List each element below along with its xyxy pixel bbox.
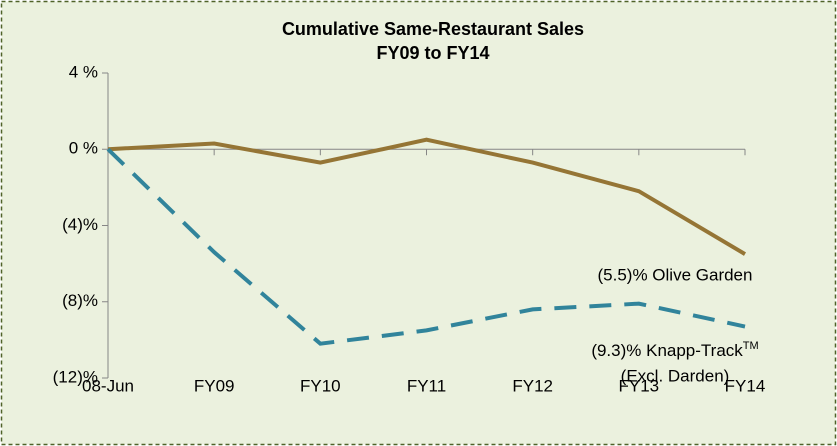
annotation-text: (9.3)% Knapp-Track: [591, 341, 743, 360]
line-series: [106, 147, 746, 346]
x-tick-label: FY12: [512, 376, 553, 395]
y-tick-label: 0 %: [69, 139, 98, 158]
x-tick-label: FY14: [725, 376, 766, 395]
x-tick-label: 08-Jun: [82, 376, 134, 395]
chart-title: Cumulative Same-Restaurant Sales: [282, 19, 584, 39]
y-tick-label: (8)%: [62, 291, 98, 310]
line-series: [107, 137, 747, 256]
y-tick-label: 4 %: [69, 62, 98, 81]
y-tick-label: (4)%: [62, 215, 98, 234]
chart-subtitle: FY09 to FY14: [376, 43, 489, 63]
annotation: (Excl. Darden): [621, 366, 730, 385]
annotation: (9.3)% Knapp-TrackTM: [591, 340, 758, 361]
y-tick-label: (12)%: [53, 367, 98, 386]
x-tick-label: FY11: [407, 376, 446, 395]
x-tick-label: FY09: [194, 376, 235, 395]
x-tick-label: FY10: [300, 376, 341, 395]
annotation: (5.5)% Olive Garden: [598, 265, 753, 284]
x-tick-label: FY13: [619, 376, 660, 395]
annotation-superscript: TM: [743, 340, 759, 352]
